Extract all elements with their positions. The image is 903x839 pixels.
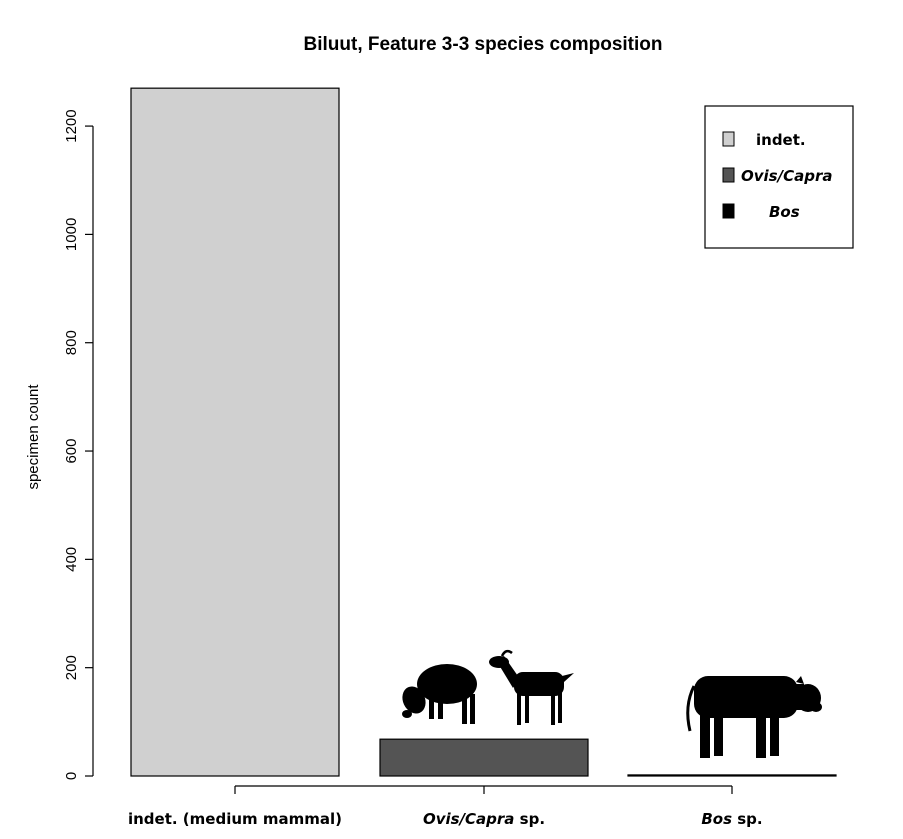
y-tick-label: 400 xyxy=(63,547,80,572)
goat-icon xyxy=(489,649,574,725)
x-axis: indet. (medium mammal) Ovis/Capra sp. Bos … xyxy=(128,785,763,828)
bars xyxy=(130,87,837,777)
legend-label-ovis-capra: Ovis/Capra xyxy=(741,167,832,185)
y-tick-label: 200 xyxy=(63,655,80,680)
x-tick-label: indet. (medium mammal) xyxy=(128,810,342,828)
cattle-icon xyxy=(686,676,822,758)
legend: indet. Ovis/Capra Bos xyxy=(704,105,854,249)
y-axis: 0 200 400 600 800 1000 1200 xyxy=(63,109,94,780)
chart-title: Biluut, Feature 3-3 species composition xyxy=(304,34,663,55)
animal-icons xyxy=(402,649,822,758)
y-tick-label: 0 xyxy=(63,772,80,780)
x-tick-label-text: sp. xyxy=(514,810,545,828)
legend-swatch-ovis-capra xyxy=(722,167,735,183)
legend-label-indet: indet. xyxy=(756,131,806,149)
bar xyxy=(379,738,589,777)
bar xyxy=(627,774,837,777)
y-tick-label: 1200 xyxy=(63,109,80,142)
x-tick-label-italic: Ovis/Capra xyxy=(423,810,514,828)
y-axis-label: specimen count xyxy=(25,384,42,490)
x-tick-label: Bos sp. xyxy=(701,810,762,828)
x-tick-label: Ovis/Capra sp. xyxy=(423,810,545,828)
sheep-icon xyxy=(402,664,477,724)
y-tick-label: 1000 xyxy=(63,218,80,251)
legend-swatch-bos xyxy=(722,203,735,219)
y-tick-label: 800 xyxy=(63,330,80,355)
x-tick-label-italic: Bos xyxy=(701,810,732,828)
legend-swatch-indet xyxy=(722,131,735,147)
bar xyxy=(130,87,340,777)
y-tick-label: 600 xyxy=(63,439,80,464)
x-tick-label-text: indet. (medium mammal) xyxy=(128,810,342,828)
x-tick-label-text: sp. xyxy=(732,810,763,828)
legend-label-bos: Bos xyxy=(769,203,800,221)
